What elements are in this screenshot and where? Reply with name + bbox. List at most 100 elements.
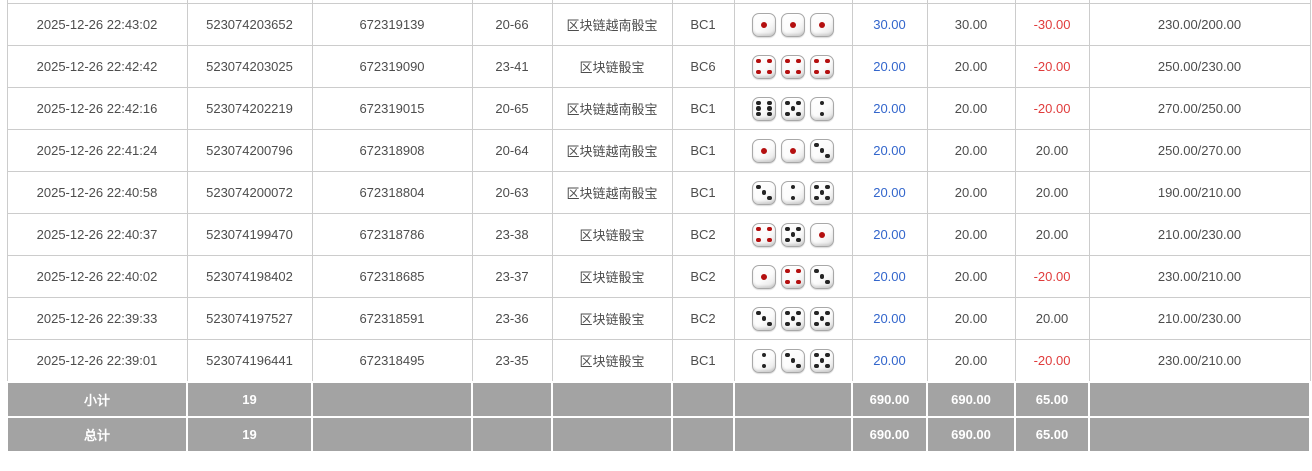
bet-amount-link[interactable]: 20.00: [851, 129, 928, 172]
dice-result-cell: [733, 87, 853, 130]
win-loss-cell: 20.00: [1014, 171, 1090, 214]
pip: [825, 184, 830, 190]
pip: [790, 316, 796, 321]
bet-amount-link[interactable]: 20.00: [851, 171, 928, 214]
pip: [756, 184, 761, 190]
bet-type-cell: BC1: [671, 339, 735, 383]
pip: [825, 58, 830, 64]
pip: [814, 184, 819, 190]
dice-result-cell: [733, 339, 853, 383]
pip: [785, 321, 790, 327]
bet-record-row: 2025-12-26 22:42:42 523074203025 672319090…: [6, 45, 1311, 88]
dice-result-icons: [735, 348, 851, 373]
summary-empty-cell: [733, 416, 853, 453]
bet-time-cell: 2025-12-26 22:40:37: [6, 213, 188, 256]
bet-record-row: 2025-12-26 22:40:37 523074199470 672318786…: [6, 213, 1311, 256]
dice-result-cell: [733, 3, 853, 46]
subtotal-row: 小计 19 690.00 690.00 65.00: [6, 381, 1311, 418]
bet-time-cell: 2025-12-26 22:43:02: [6, 3, 188, 46]
period-cell: 23-35: [471, 339, 553, 383]
bet-amount-link[interactable]: 20.00: [851, 213, 928, 256]
die-5-icon: [781, 306, 805, 331]
valid-bet-cell: 20.00: [926, 255, 1016, 298]
valid-bet-cell: 20.00: [926, 45, 1016, 88]
bet-amount-link[interactable]: 20.00: [851, 87, 928, 130]
bet-type-cell: BC2: [671, 297, 735, 340]
pip: [790, 147, 796, 154]
die-2-icon: [752, 348, 776, 373]
summary-empty-cell: [311, 381, 473, 418]
bet-type-cell: BC2: [671, 213, 735, 256]
pip: [767, 100, 772, 106]
order-number-cell: 523074199470: [186, 213, 313, 256]
bet-time-cell: 2025-12-26 22:40:58: [6, 171, 188, 214]
die-3-icon: [810, 138, 834, 163]
win-loss-cell: 20.00: [1014, 129, 1090, 172]
pip: [756, 111, 761, 117]
grand-total-win-loss: 65.00: [1014, 416, 1090, 453]
bet-record-row: 2025-12-26 22:39:01 523074196441 672318495…: [6, 339, 1311, 383]
die-5-icon: [781, 96, 805, 121]
valid-bet-cell: 20.00: [926, 129, 1016, 172]
period-cell: 23-41: [471, 45, 553, 88]
pip: [814, 195, 819, 201]
balance-cell: 230.00/210.00: [1088, 339, 1311, 383]
dice-result-cell: [733, 45, 853, 88]
die-4-icon: [781, 54, 805, 79]
bet-amount-link[interactable]: 20.00: [851, 339, 928, 383]
summary-empty-cell: [733, 381, 853, 418]
order-number-cell: 523074200796: [186, 129, 313, 172]
bet-amount-link[interactable]: 20.00: [851, 45, 928, 88]
pip: [767, 237, 772, 243]
valid-bet-cell: 20.00: [926, 87, 1016, 130]
dice-result-icons: [735, 54, 851, 79]
pip: [796, 237, 801, 243]
bet-history-table: 2025-12-26 22:43:02 523074203652 672319139…: [6, 0, 1311, 453]
bet-amount-link[interactable]: 20.00: [851, 255, 928, 298]
pip: [761, 21, 767, 28]
dice-result-cell: [733, 171, 853, 214]
round-number-cell: 672319139: [311, 3, 473, 46]
pip: [819, 111, 825, 117]
pip: [756, 100, 761, 106]
bet-time-cell: 2025-12-26 22:39:01: [6, 339, 188, 383]
subtotal-bet-amount: 690.00: [851, 381, 928, 418]
pip: [756, 106, 761, 111]
balance-cell: 210.00/230.00: [1088, 213, 1311, 256]
pip: [819, 190, 825, 195]
pip: [785, 58, 790, 64]
pip: [814, 142, 819, 148]
die-4-icon: [781, 264, 805, 289]
pip: [767, 195, 772, 201]
pip: [814, 321, 819, 327]
round-number-cell: 672318908: [311, 129, 473, 172]
order-number-cell: 523074203652: [186, 3, 313, 46]
round-number-cell: 672318786: [311, 213, 473, 256]
bet-record-row: 2025-12-26 22:40:58 523074200072 672318804…: [6, 171, 1311, 214]
order-number-cell: 523074202219: [186, 87, 313, 130]
dice-result-cell: [733, 213, 853, 256]
summary-empty-cell: [471, 381, 553, 418]
win-loss-cell: -30.00: [1014, 3, 1090, 46]
order-number-cell: 523074200072: [186, 171, 313, 214]
game-name-cell: 区块链骰宝: [551, 297, 673, 340]
pip: [756, 69, 761, 75]
valid-bet-cell: 30.00: [926, 3, 1016, 46]
pip: [814, 310, 819, 316]
game-name-cell: 区块链骰宝: [551, 213, 673, 256]
subtotal-win-loss: 65.00: [1014, 381, 1090, 418]
bet-type-cell: BC1: [671, 87, 735, 130]
pip: [819, 148, 825, 153]
pip: [785, 310, 790, 316]
summary-empty-cell: [671, 416, 735, 453]
bet-record-row: 2025-12-26 22:41:24 523074200796 672318908…: [6, 129, 1311, 172]
die-3-icon: [810, 264, 834, 289]
game-name-cell: 区块链越南骰宝: [551, 129, 673, 172]
bet-amount-link[interactable]: 20.00: [851, 297, 928, 340]
pip: [790, 184, 796, 190]
bet-record-row: 2025-12-26 22:40:02 523074198402 672318685…: [6, 255, 1311, 298]
bet-amount-link[interactable]: 30.00: [851, 3, 928, 46]
bet-history-body: 2025-12-26 22:43:02 523074203652 672319139…: [6, 0, 1311, 383]
win-loss-cell: -20.00: [1014, 339, 1090, 383]
pip: [785, 111, 790, 117]
